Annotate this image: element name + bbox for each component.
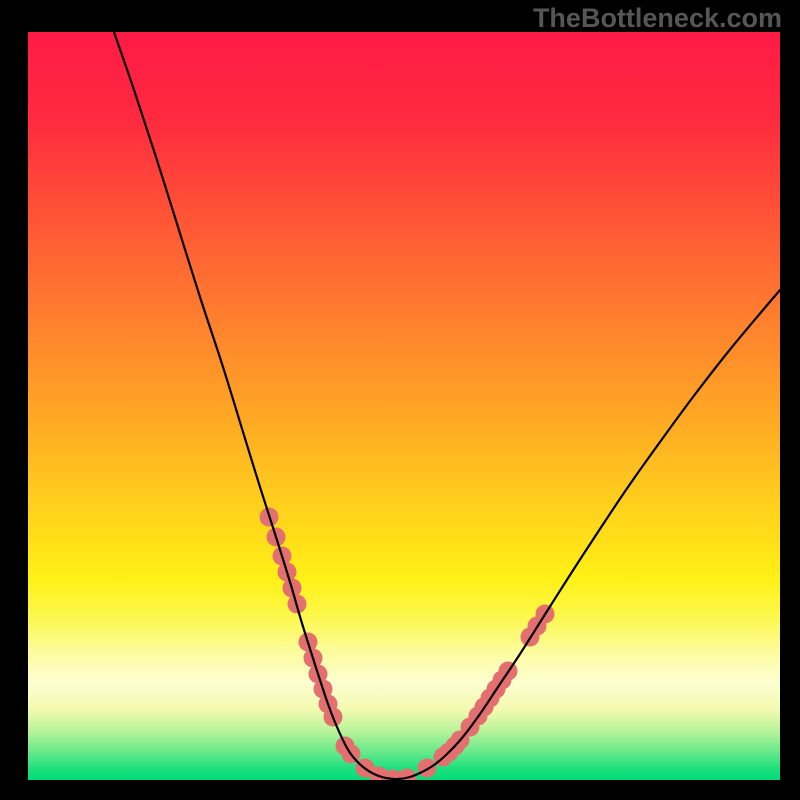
curve-svg: [28, 32, 780, 780]
plot-area: [28, 32, 780, 780]
chart-frame: TheBottleneck.com: [0, 0, 800, 800]
threshold-dot: [418, 759, 437, 778]
border-left: [0, 0, 28, 800]
bottleneck-curve: [114, 32, 780, 779]
border-bottom: [0, 780, 800, 800]
border-right: [780, 0, 800, 800]
watermark-text: TheBottleneck.com: [533, 3, 782, 34]
